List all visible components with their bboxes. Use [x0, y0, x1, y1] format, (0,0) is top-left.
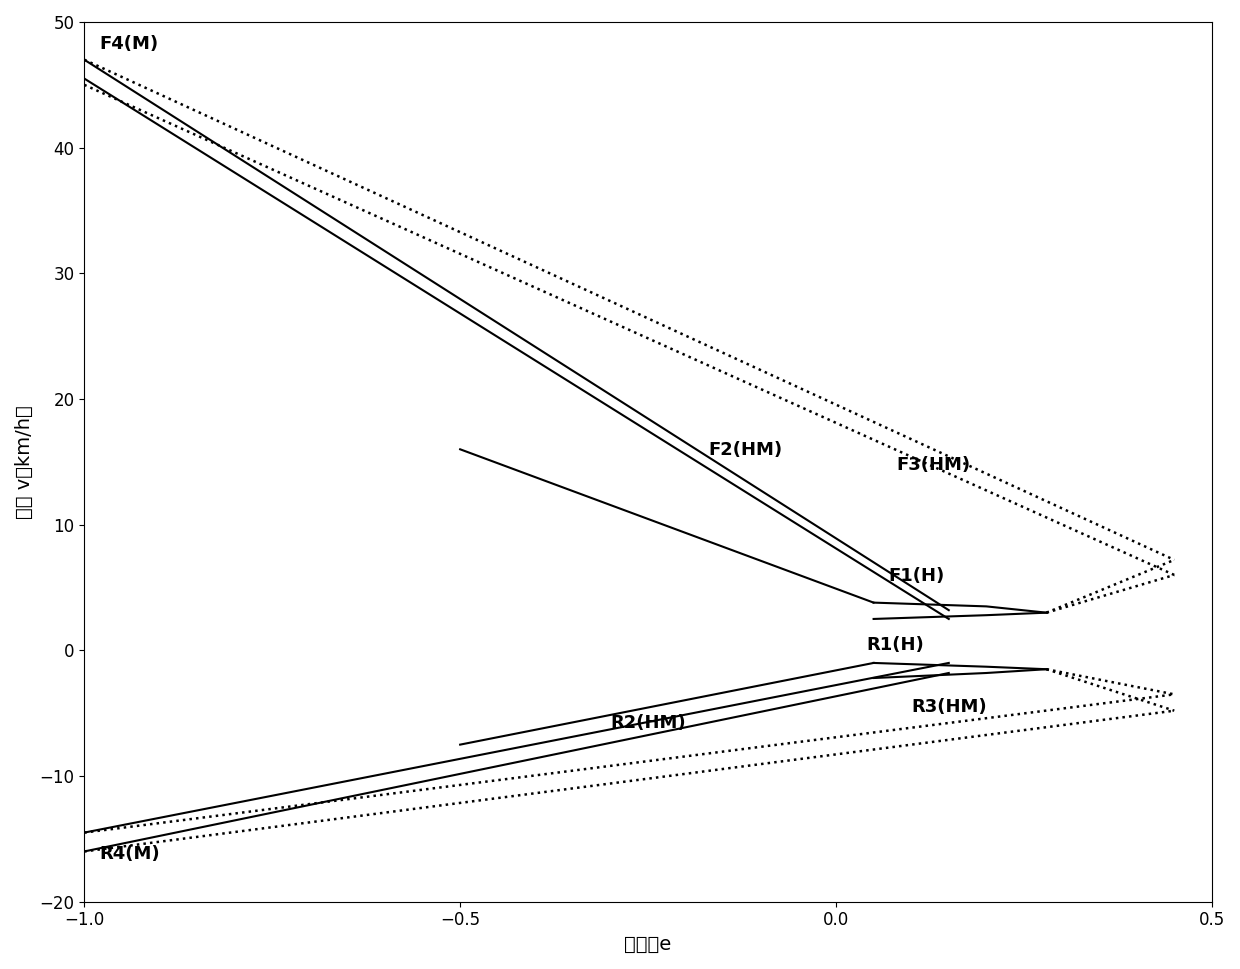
Text: R3(HM): R3(HM) — [911, 698, 987, 716]
Text: R2(HM): R2(HM) — [610, 714, 686, 732]
Text: F4(M): F4(M) — [99, 36, 159, 53]
Text: R4(M): R4(M) — [99, 845, 160, 863]
X-axis label: 排量比e: 排量比e — [625, 935, 672, 954]
Text: F3(HM): F3(HM) — [897, 456, 970, 475]
Text: F1(H): F1(H) — [889, 567, 945, 585]
Text: R1(H): R1(H) — [866, 636, 924, 654]
Text: F2(HM): F2(HM) — [708, 441, 782, 459]
Y-axis label: 车速 v（km/h）: 车速 v（km/h） — [15, 405, 33, 518]
